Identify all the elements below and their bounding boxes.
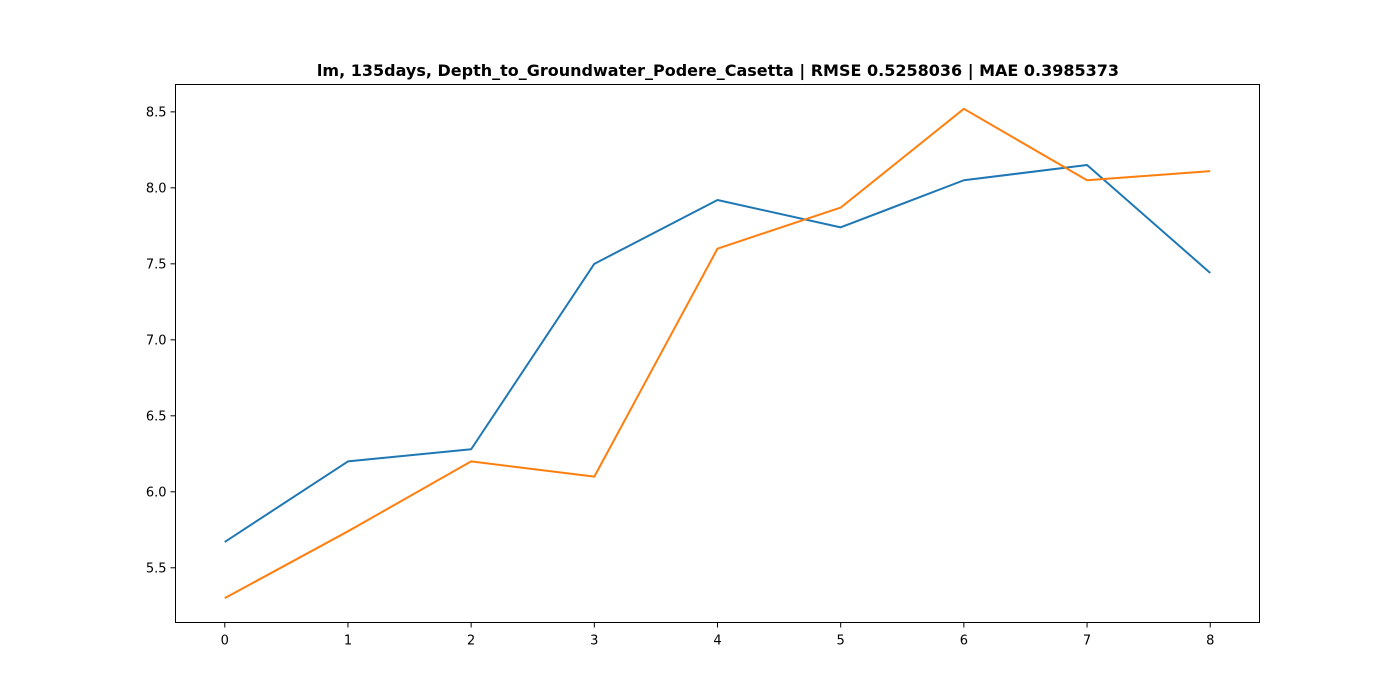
x-tick-label: 6: [960, 634, 968, 649]
x-tick-label: 0: [221, 634, 229, 649]
x-axis: 0 1 2 3 4 5 6 7 8: [221, 622, 1214, 649]
series-line-1: [224, 164, 1211, 543]
x-tick-label: 7: [1083, 634, 1091, 649]
y-axis: 5.5 6.0 6.5 7.0 7.5 8.0 8.5: [146, 105, 176, 576]
y-tick-label: 5.5: [146, 561, 167, 576]
x-tick-label: 5: [837, 634, 845, 649]
x-tick-label: 4: [713, 634, 721, 649]
x-tick-label: 1: [344, 634, 352, 649]
y-tick-label: 6.0: [146, 485, 167, 500]
plot-area-frame: [175, 84, 1260, 623]
y-tick-label: 8.0: [146, 181, 167, 196]
y-tick-label: 6.5: [146, 409, 167, 424]
x-tick-label: 3: [590, 634, 598, 649]
x-tick-label: 2: [467, 634, 475, 649]
y-tick-label: 7.5: [146, 257, 167, 272]
series-group: [224, 107, 1211, 600]
x-tick-label: 8: [1206, 634, 1214, 649]
chart-title: lm, 135days, Depth_to_Groundwater_Podere…: [317, 61, 1119, 81]
y-tick-label: 8.5: [146, 105, 167, 120]
series-line-2: [224, 107, 1211, 600]
y-tick-label: 7.0: [146, 333, 167, 348]
